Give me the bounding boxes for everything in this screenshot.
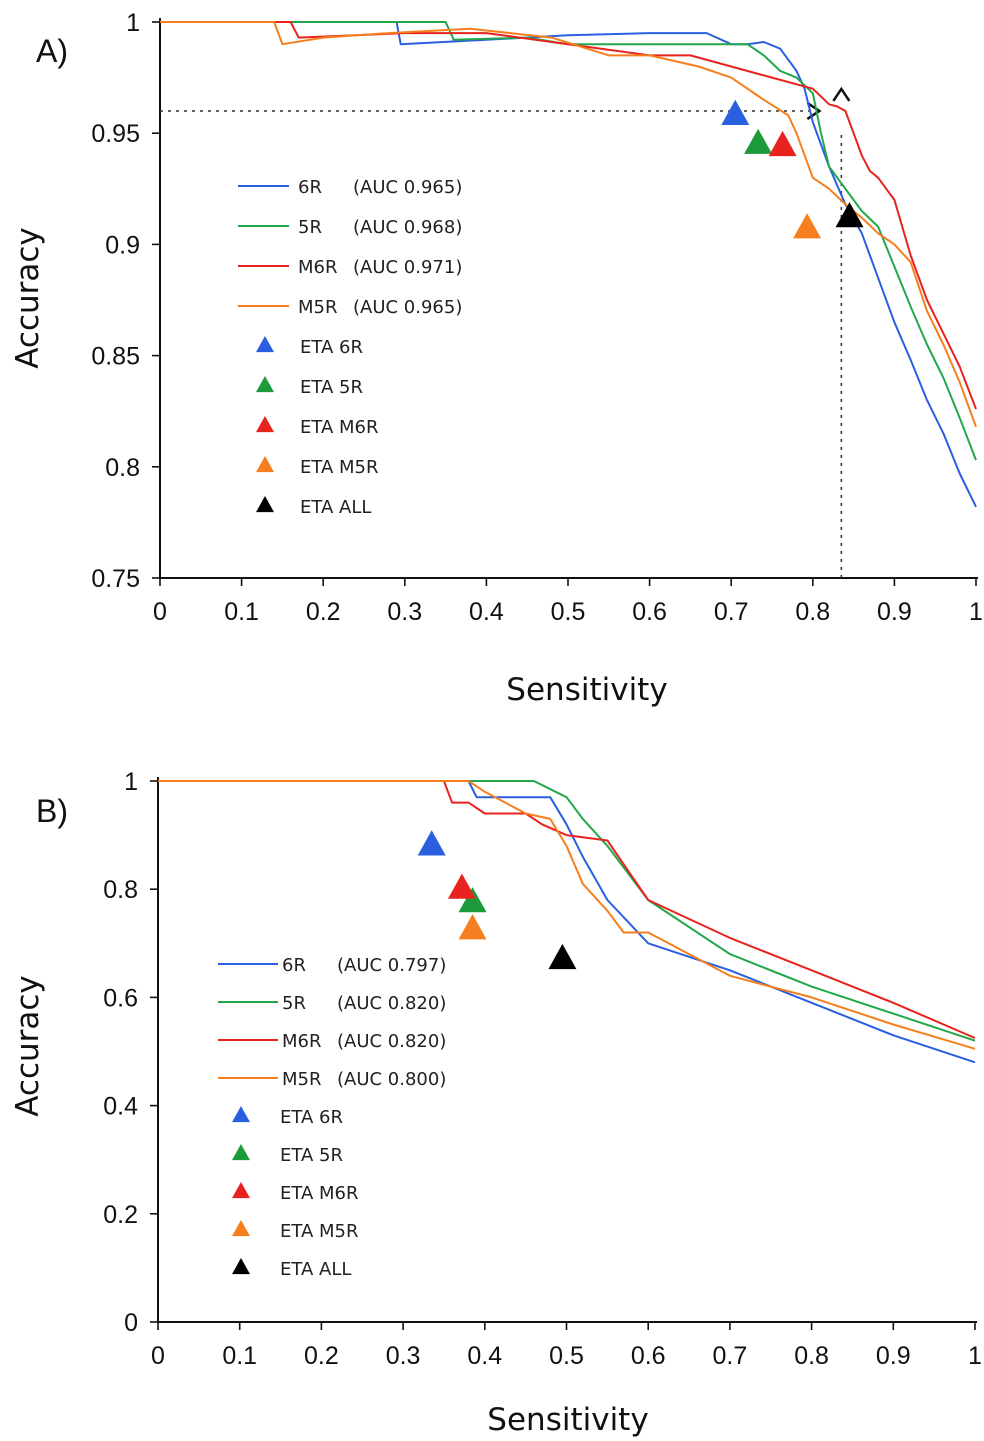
legend-marker-name: ETA 6R bbox=[280, 1107, 343, 1128]
legend-series-name: 6R bbox=[282, 955, 306, 976]
x-tick-label: 0.2 bbox=[306, 598, 341, 626]
y-tick-label: 0.8 bbox=[103, 876, 138, 904]
legend-series-name: 5R bbox=[282, 993, 306, 1014]
marker-eta-6r bbox=[417, 830, 446, 856]
legend-marker-eta-5r bbox=[232, 1143, 250, 1161]
x-tick-label: 0.2 bbox=[304, 1342, 339, 1370]
x-axis-label: Sensitivity bbox=[487, 1402, 648, 1438]
legend-series-name: M6R bbox=[282, 1031, 322, 1052]
x-tick-label: 0.8 bbox=[794, 1342, 829, 1370]
legend-series-auc: (AUC 0.971) bbox=[353, 257, 462, 278]
x-tick-label: 0.4 bbox=[467, 1342, 502, 1370]
y-tick-label: 0.75 bbox=[91, 565, 140, 593]
y-tick-label: 0.95 bbox=[91, 120, 140, 148]
panel-b-chart: B) 0 0.1 0.2 0.3 0.4 0.5 0.6 0.7 0.8 0.9 1 0 0.2 0.4 0.… bbox=[10, 768, 982, 1438]
legend-marker-name: ETA ALL bbox=[280, 1259, 351, 1280]
y-tick-label: 1 bbox=[124, 768, 138, 796]
legend-marker-name: ETA 5R bbox=[280, 1145, 343, 1166]
series-line-m6r bbox=[158, 780, 976, 1039]
legend-series-name: 6R bbox=[298, 177, 322, 198]
x-tick-label: 0.1 bbox=[222, 1342, 257, 1370]
y-tick-label: 0.6 bbox=[103, 984, 138, 1012]
x-tick-label: 1 bbox=[968, 1342, 982, 1370]
legend-series-auc: (AUC 0.800) bbox=[337, 1069, 446, 1090]
legend-marker-name: ETA M6R bbox=[300, 417, 379, 438]
legend-marker-name: ETA M5R bbox=[280, 1221, 359, 1242]
x-axis-label: Sensitivity bbox=[506, 672, 667, 708]
x-tick-label: 0.5 bbox=[549, 1342, 584, 1370]
legend-marker-eta-6r bbox=[232, 1105, 250, 1123]
legend-series-auc: (AUC 0.965) bbox=[353, 297, 462, 318]
marker-eta-all bbox=[835, 202, 864, 228]
series-line-m6r bbox=[160, 21, 977, 410]
y-axis-label: Accuracy bbox=[10, 227, 46, 369]
marker-eta-6r bbox=[721, 99, 750, 125]
x-tick-label: 0.4 bbox=[469, 598, 504, 626]
y-tick-label: 0.4 bbox=[103, 1093, 138, 1121]
legend-series-auc: (AUC 0.820) bbox=[337, 1031, 446, 1052]
series-line-m5r bbox=[160, 21, 977, 428]
x-tick-label: 1 bbox=[969, 598, 983, 626]
series-line-6r bbox=[158, 780, 976, 1064]
legend-marker-eta-all bbox=[256, 495, 274, 513]
legend-marker-name: ETA 5R bbox=[300, 377, 363, 398]
legend-marker-eta-m6r bbox=[256, 415, 274, 433]
legend-series-auc: (AUC 0.965) bbox=[353, 177, 462, 198]
y-tick-label: 0.8 bbox=[105, 454, 140, 482]
series-line-5r bbox=[158, 780, 976, 1042]
legend-marker-eta-m5r bbox=[256, 455, 274, 473]
legend-marker-eta-m5r bbox=[232, 1219, 250, 1237]
legend-marker-eta-m6r bbox=[232, 1181, 250, 1199]
series-line-6r bbox=[160, 21, 977, 508]
y-tick-label: 1 bbox=[126, 9, 140, 37]
marker-eta-m5r bbox=[458, 914, 487, 940]
x-tick-label: 0 bbox=[151, 1342, 165, 1370]
legend-series-name: M6R bbox=[298, 257, 338, 278]
x-tick-label: 0.5 bbox=[551, 598, 586, 626]
legend-series-name: 5R bbox=[298, 217, 322, 238]
legend-marker-name: ETA M6R bbox=[280, 1183, 359, 1204]
x-tick-label: 0.3 bbox=[387, 598, 422, 626]
legend-series-name: M5R bbox=[298, 297, 338, 318]
panel-label: A) bbox=[36, 33, 68, 69]
y-tick-label: 0.9 bbox=[105, 231, 140, 259]
x-tick-label: 0.6 bbox=[632, 598, 667, 626]
series-line-m5r bbox=[158, 780, 976, 1050]
x-tick-label: 0.3 bbox=[386, 1342, 421, 1370]
x-tick-label: 0.1 bbox=[224, 598, 259, 626]
legend-marker-name: ETA M5R bbox=[300, 457, 379, 478]
panel-a-chart: A) 0 0.1 0.2 0.3 0.4 0.5 0.6 0.7 0.8 0.9 1 0.75 0.8 0.… bbox=[10, 9, 983, 708]
legend-series-auc: (AUC 0.820) bbox=[337, 993, 446, 1014]
x-tick-label: 0.7 bbox=[714, 598, 749, 626]
marker-eta-5r bbox=[744, 128, 773, 154]
x-tick-label: 0.9 bbox=[877, 598, 912, 626]
x-tick-label: 0.6 bbox=[631, 1342, 666, 1370]
legend-series-auc: (AUC 0.797) bbox=[337, 955, 446, 976]
series-line-5r bbox=[160, 21, 977, 461]
y-tick-label: 0.2 bbox=[103, 1201, 138, 1229]
legend-series-name: M5R bbox=[282, 1069, 322, 1090]
legend-marker-eta-6r bbox=[256, 335, 274, 353]
marker-eta-all bbox=[548, 943, 577, 970]
x-tick-label: 0.7 bbox=[713, 1342, 748, 1370]
y-tick-label: 0 bbox=[124, 1309, 138, 1337]
legend-marker-name: ETA ALL bbox=[300, 497, 371, 518]
y-axis-label: Accuracy bbox=[10, 975, 46, 1117]
legend-marker-eta-all bbox=[232, 1257, 250, 1275]
marker-eta-5r bbox=[458, 887, 487, 913]
marker-eta-m6r bbox=[447, 873, 476, 899]
legend-marker-eta-5r bbox=[256, 375, 274, 393]
x-tick-label: 0.8 bbox=[795, 598, 830, 626]
reference-arrow-up bbox=[832, 86, 851, 102]
legend-marker-name: ETA 6R bbox=[300, 337, 363, 358]
marker-eta-m5r bbox=[793, 213, 822, 239]
legend-series-auc: (AUC 0.968) bbox=[353, 217, 462, 238]
marker-eta-m6r bbox=[768, 130, 797, 157]
panel-label: B) bbox=[36, 793, 68, 829]
x-tick-label: 0.9 bbox=[876, 1342, 911, 1370]
y-tick-label: 0.85 bbox=[91, 343, 140, 371]
x-tick-label: 0 bbox=[153, 598, 167, 626]
